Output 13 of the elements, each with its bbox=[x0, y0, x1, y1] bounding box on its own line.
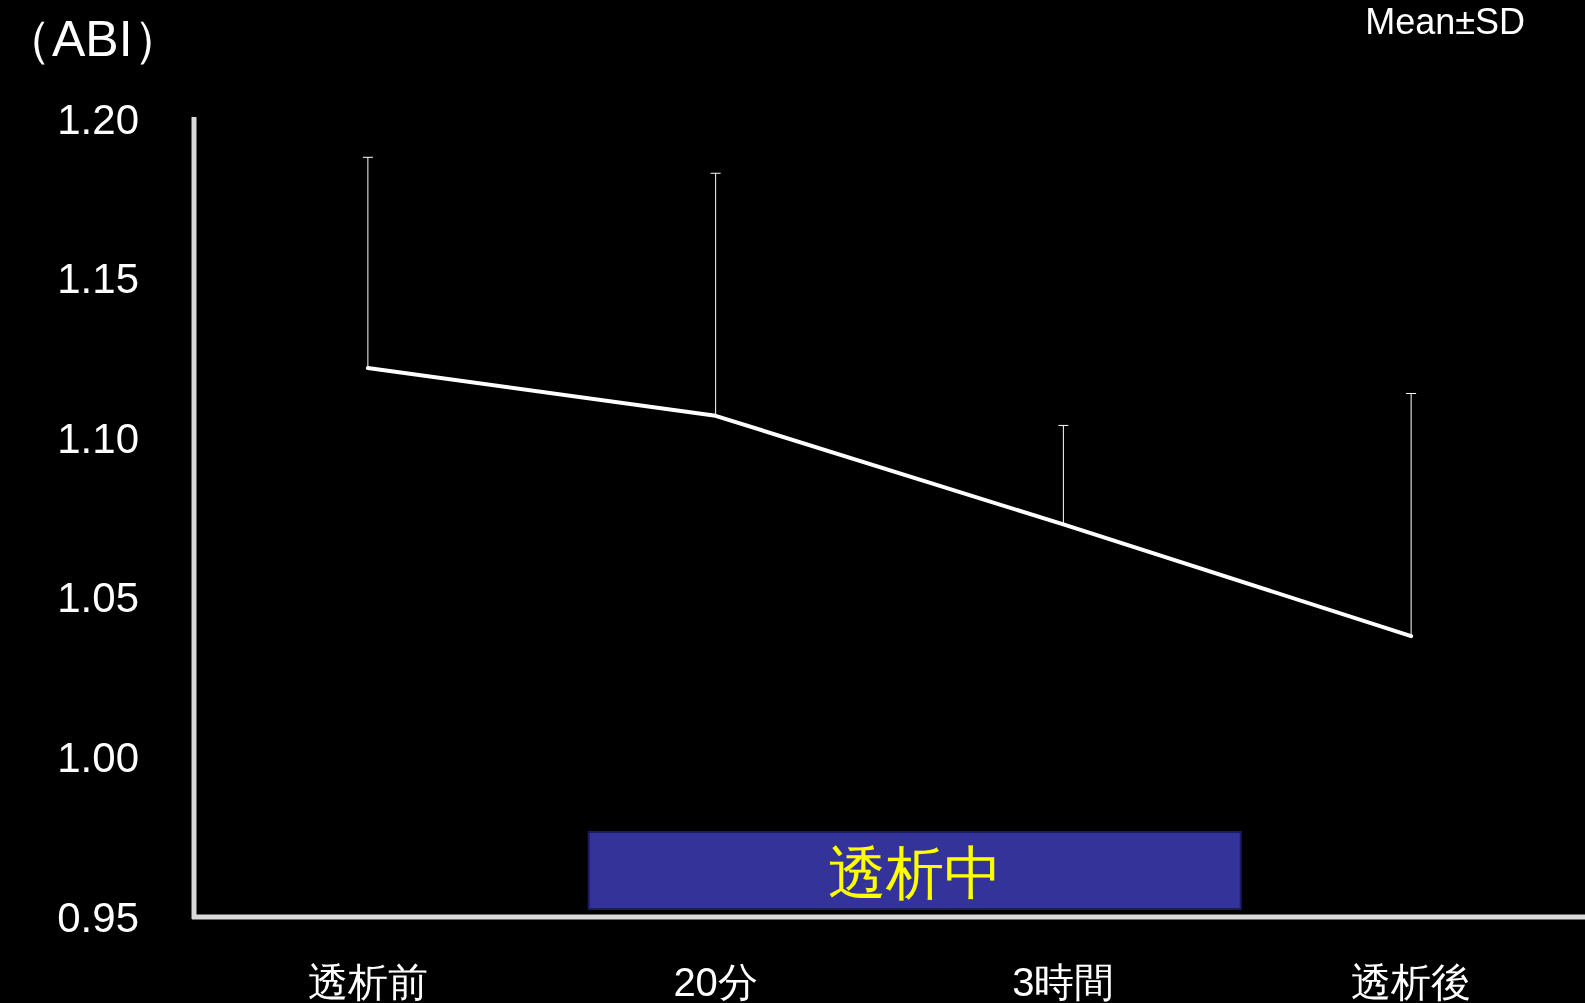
y-tick-label: 1.20 bbox=[57, 95, 139, 143]
annotation: 透析中 bbox=[827, 839, 1002, 905]
y-tick-label: 0.95 bbox=[57, 893, 139, 941]
y-tick-label: 1.15 bbox=[57, 255, 139, 303]
y-axis-title: （ABI） bbox=[2, 11, 183, 67]
x-tick-label: 20分 bbox=[673, 960, 758, 1003]
x-tick-label: 透析後 bbox=[1351, 960, 1472, 1003]
x-tick-label: 3時間 bbox=[1012, 960, 1115, 1003]
y-tick-label: 1.10 bbox=[57, 414, 139, 462]
text: Mean±SD bbox=[1365, 1, 1525, 42]
x-tick-label: 透析前 bbox=[307, 960, 428, 1003]
y-tick-label: 1.05 bbox=[57, 574, 139, 622]
y-tick-label: 1.00 bbox=[57, 733, 139, 781]
